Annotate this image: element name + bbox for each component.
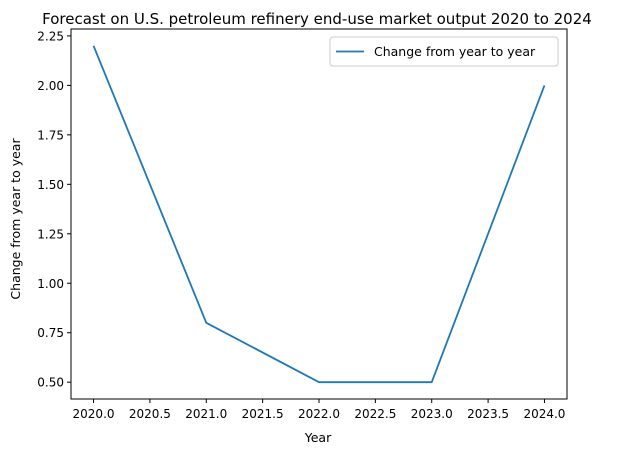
x-tick-label: 2021.0 bbox=[185, 407, 227, 421]
plot-frame bbox=[70, 28, 568, 400]
x-tick-label: 2023.0 bbox=[411, 407, 453, 421]
y-tick-label: 0.50 bbox=[37, 376, 64, 390]
x-tick-label: 2020.5 bbox=[129, 407, 171, 421]
legend-label: Change from year to year bbox=[374, 44, 536, 59]
y-axis-label: Change from year to year bbox=[8, 138, 23, 300]
plot-area bbox=[70, 28, 568, 400]
y-tick-label: 2.00 bbox=[37, 79, 64, 93]
x-tick-label: 2021.5 bbox=[242, 407, 284, 421]
chart-title: Forecast on U.S. petroleum refinery end-… bbox=[42, 10, 592, 28]
y-tick-label: 1.00 bbox=[37, 277, 64, 291]
y-axis: 0.50 0.75 1.00 1.25 1.50 1.75 2.00 2.25 bbox=[37, 29, 71, 390]
legend-box bbox=[329, 36, 559, 67]
x-axis-label: Year bbox=[304, 430, 332, 445]
y-tick-label: 1.75 bbox=[37, 128, 64, 142]
y-tick-label: 1.25 bbox=[37, 227, 64, 241]
x-tick-label: 2022.0 bbox=[298, 407, 340, 421]
series-line bbox=[92, 45, 546, 384]
y-tick-label: 0.75 bbox=[37, 326, 64, 340]
x-tick-label: 2023.5 bbox=[467, 407, 509, 421]
x-axis: 2020.0 2020.5 2021.0 2021.5 2022.0 2022.5 2023… bbox=[73, 399, 565, 421]
x-tick-label: 2022.5 bbox=[354, 407, 396, 421]
y-tick-label: 1.50 bbox=[37, 178, 64, 192]
y-tick-label: 2.25 bbox=[37, 29, 64, 43]
legend: Change from year to year bbox=[329, 36, 559, 67]
x-tick-label: 2020.0 bbox=[73, 407, 115, 421]
x-tick-label: 2024.0 bbox=[523, 407, 565, 421]
